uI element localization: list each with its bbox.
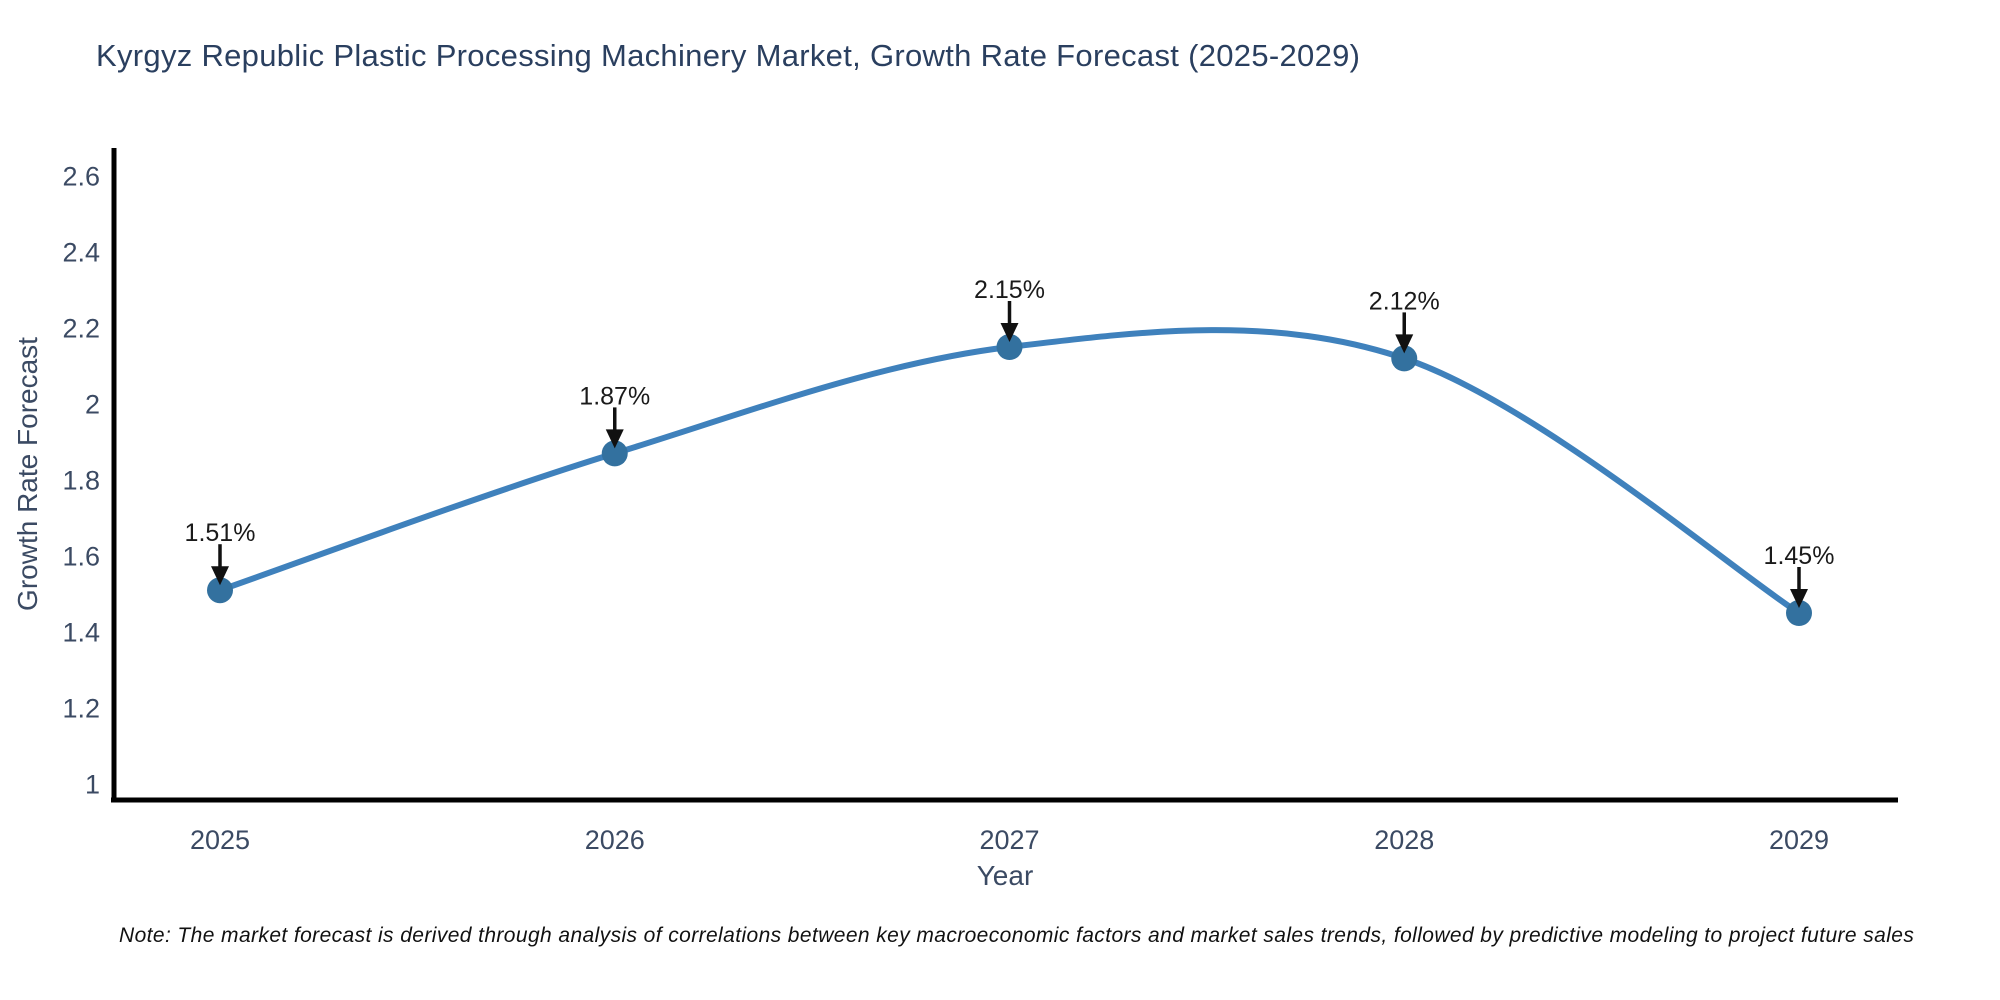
x-tick-label: 2025 [190, 825, 250, 855]
y-tick-label: 1.4 [62, 618, 100, 648]
annotation-arrowhead-icon [1000, 323, 1019, 342]
x-tick-label: 2027 [979, 825, 1039, 855]
y-tick-label: 2.4 [62, 238, 100, 268]
x-tick-label: 2029 [1769, 825, 1829, 855]
data-point-label: 1.45% [1764, 542, 1835, 570]
x-tick-labels: 2025 2026 2027 2028 2029 [190, 825, 1829, 855]
y-tick-label: 1 [85, 770, 100, 800]
data-point-2027 [996, 334, 1023, 360]
y-tick-label: 1.6 [62, 542, 100, 572]
y-tick-label: 2.2 [62, 314, 100, 344]
y-tick-labels: 1 1.2 1.4 1.6 1.8 2 2.2 2.4 2.6 [62, 162, 100, 800]
series-line-group [217, 327, 1802, 616]
data-point-2026 [601, 440, 628, 467]
data-point-label: 2.15% [974, 276, 1045, 304]
y-tick-label: 1.8 [62, 466, 100, 496]
y-axis-title: Growth Rate Forecast [12, 337, 43, 611]
x-tick-label: 2028 [1374, 825, 1434, 855]
data-point-2025 [207, 577, 233, 604]
annotation-arrowhead-icon [1395, 334, 1414, 354]
data-points-group [207, 334, 1812, 626]
data-point-2028 [1391, 345, 1418, 372]
annotation-arrowhead-icon [605, 429, 624, 449]
data-point-label: 2.12% [1369, 287, 1440, 315]
x-tick-label: 2026 [585, 825, 645, 855]
series-line [217, 327, 1802, 616]
y-tick-label: 2.6 [62, 162, 100, 192]
annotations-group: 1.51% 1.87% 2.15% 2.12% 1.45% [185, 276, 1835, 608]
annotation-arrowhead-icon [1790, 589, 1808, 608]
data-point-label: 1.51% [185, 519, 256, 547]
data-point-2029 [1786, 600, 1812, 626]
y-tick-label: 1.2 [62, 694, 100, 724]
chart-title: Kyrgyz Republic Plastic Processing Machi… [96, 38, 1361, 73]
annotation-arrowhead-icon [211, 566, 229, 586]
y-tick-label: 2 [85, 390, 100, 420]
data-point-label: 1.87% [579, 382, 650, 410]
x-axis-title: Year [976, 860, 1034, 891]
footnote: Note: The market forecast is derived thr… [119, 924, 1915, 947]
